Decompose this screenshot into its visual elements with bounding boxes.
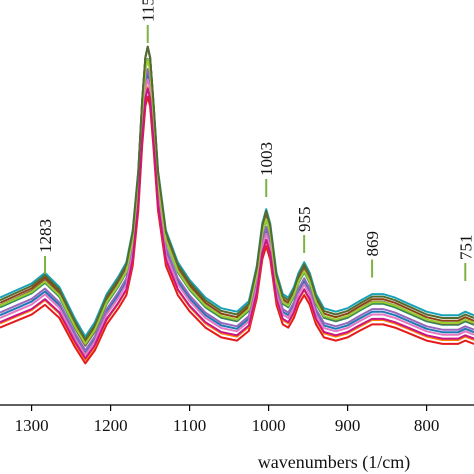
x-axis-ticks: 1300 1200 1100 1000 900 800 xyxy=(15,405,440,435)
x-tick-label: 900 xyxy=(335,416,361,435)
x-tick-label: 1000 xyxy=(252,416,286,435)
spectrum-series-3 xyxy=(0,45,474,344)
spectrum-series-10 xyxy=(0,58,474,345)
peak-label: 751 xyxy=(456,235,474,261)
x-axis-title: wavenumbers (1/cm) xyxy=(258,452,410,473)
x-tick-label: 1300 xyxy=(15,416,49,435)
spectrum-series-12 xyxy=(0,45,474,341)
spectrum-series-6 xyxy=(0,68,474,352)
peak-annotation-layer: 1283 1153 1003 955 869 751 xyxy=(36,0,474,281)
x-tick-label: 1100 xyxy=(173,416,206,435)
peak-label: 1003 xyxy=(257,142,276,176)
spectrum-series-8 xyxy=(0,45,474,338)
peak-label: 869 xyxy=(363,231,382,257)
peak-label: 1153 xyxy=(139,0,158,22)
x-tick-label: 1200 xyxy=(94,416,128,435)
series-layer xyxy=(0,45,474,365)
peak-label: 955 xyxy=(295,207,314,233)
spectrum-series-1 xyxy=(0,95,474,365)
x-tick-label: 800 xyxy=(414,416,440,435)
spectrum-series-11 xyxy=(0,87,474,360)
peak-label: 1283 xyxy=(36,219,55,253)
